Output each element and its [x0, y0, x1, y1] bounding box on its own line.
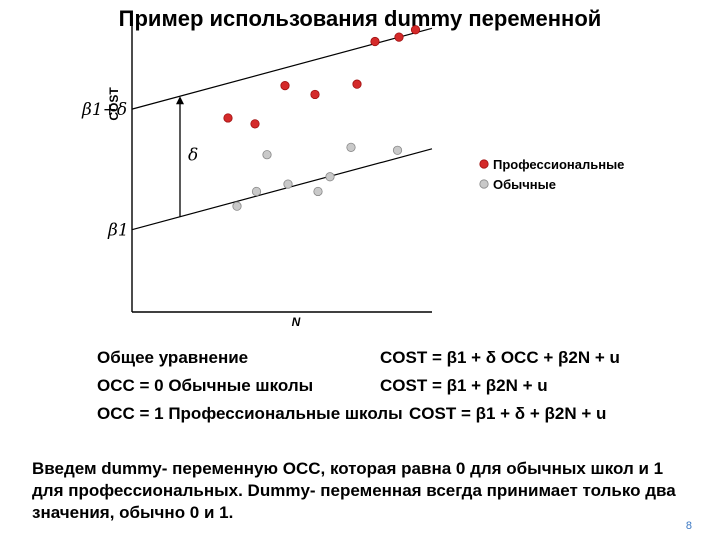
page-title: Пример использования dummy переменной [118, 6, 602, 31]
point-regular-5 [325, 172, 335, 182]
explanation-text: Введем dummy- переменную OCC, которая ра… [32, 459, 676, 522]
shift-arrow-head [176, 96, 184, 105]
point-professional-3 [310, 89, 320, 100]
eq-occ0-label: OCC = 0 Обычные школы [97, 376, 314, 395]
eq-general-label: Общее уравнение [97, 348, 249, 367]
eq-occ1-label: OCC = 1 Профессиональные школы [97, 404, 403, 423]
regression-line-upper [131, 27, 433, 110]
point-regular-6 [346, 142, 356, 152]
point-professional-7 [410, 25, 421, 35]
point-professional-6 [394, 32, 404, 42]
intercept-label-lower: β1 [107, 221, 129, 241]
legend-marker-1 [479, 179, 489, 189]
point-regular-0 [232, 201, 242, 211]
y-axis-label: COST [107, 87, 121, 121]
point-regular-1 [251, 186, 262, 197]
point-regular-4 [313, 186, 323, 197]
regression-line-lower [131, 148, 433, 231]
legend-label-0: Профессиональные [493, 157, 624, 172]
point-professional-2 [280, 81, 290, 91]
eq-occ1-formula: COST = β1 + δ + β2N + u [409, 404, 607, 423]
point-regular-3 [283, 179, 293, 189]
scatter-chart: COST Nβ1+δ β1 δ Профессиональные Обычные [81, 18, 624, 329]
point-professional-4 [352, 79, 362, 89]
point-professional-5 [370, 36, 380, 47]
point-professional-0 [223, 113, 233, 123]
shift-label: δ [188, 145, 198, 165]
legend-marker-0 [479, 159, 489, 169]
eq-general-formula: COST = β1 + δ OCC + β2N + u [380, 348, 620, 367]
x-axis-label: N [292, 315, 301, 329]
page-number: 8 [685, 520, 692, 532]
point-regular-2 [262, 150, 272, 160]
point-professional-1 [250, 119, 260, 129]
intercept-label-upper: β1+δ [81, 100, 127, 120]
point-regular-7 [392, 145, 403, 155]
legend-label-1: Обычные [493, 177, 556, 192]
eq-occ0-formula: COST = β1 + β2N + u [380, 376, 548, 395]
